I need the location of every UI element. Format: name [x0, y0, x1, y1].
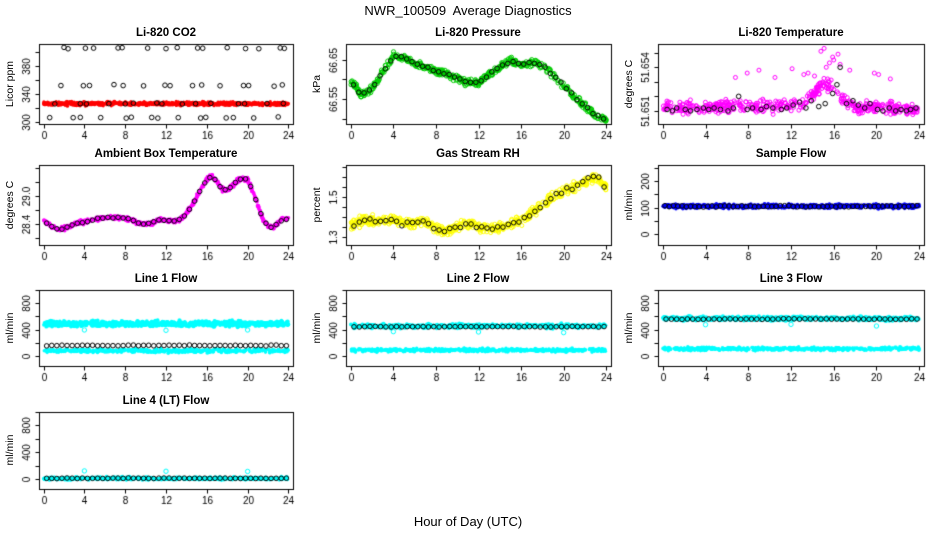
- y-axis-label-line4-lt-flow: ml/min: [4, 434, 16, 466]
- chart-title-line4-lt-flow: Line 4 (LT) Flow: [122, 395, 210, 407]
- y-axis-label-li820-temperature: degrees C: [623, 59, 635, 109]
- y-axis-label-line3-flow: ml/min: [623, 312, 635, 344]
- figure-title: NWR_100509 Average Diagnostics: [364, 3, 572, 18]
- chart-title-line3-flow: Line 3 Flow: [759, 273, 823, 285]
- y-axis-label-ambient-box-temp: degrees C: [4, 180, 16, 230]
- y-axis-label-sample-flow: ml/min: [623, 189, 635, 221]
- chart-title-li820-temperature: Li-820 Temperature: [738, 27, 844, 39]
- chart-title-line2-flow: Line 2 Flow: [446, 273, 510, 285]
- chart-title-ambient-box-temp: Ambient Box Temperature: [94, 148, 238, 160]
- chart-title-sample-flow: Sample Flow: [755, 148, 827, 160]
- chart-title-gas-stream-rh: Gas Stream RH: [436, 148, 520, 160]
- y-axis-label-gas-stream-rh: percent: [311, 187, 323, 223]
- y-axis-label-li820-pressure: kPa: [311, 74, 323, 94]
- chart-title-li820-pressure: Li-820 Pressure: [435, 27, 521, 39]
- y-axis-label-line1-flow: ml/min: [4, 312, 16, 344]
- y-axis-label-line2-flow: ml/min: [311, 312, 323, 344]
- chart-title-li820-co2: Li-820 CO2: [135, 27, 197, 39]
- x-axis-label: Hour of Day (UTC): [413, 514, 523, 529]
- y-axis-label-li820-co2: Licor ppm: [4, 60, 16, 108]
- chart-title-line1-flow: Line 1 Flow: [134, 273, 198, 285]
